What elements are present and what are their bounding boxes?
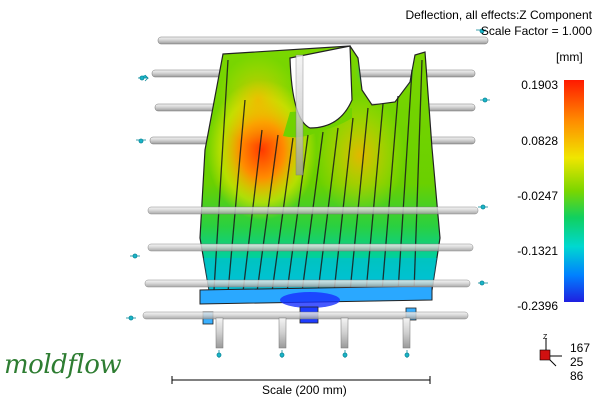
legend-tick-max: 0.1903 [521, 78, 558, 92]
moldflow-logo-icon: moldflow [4, 350, 122, 380]
triad-values: 167 25 86 [570, 341, 590, 383]
triad-value-x: 167 [570, 341, 591, 355]
scale-factor-label: Scale Factor = 1.000 [480, 24, 592, 38]
scale-bar [171, 376, 431, 384]
color-legend-bar [564, 80, 584, 302]
constraint-arrow-icon [126, 28, 490, 358]
legend-tick-2: 0.0828 [521, 134, 558, 148]
beam-elements-front [142, 54, 479, 349]
triad-value-y: 25 [570, 355, 584, 369]
scale-label: Scale (200 mm) [262, 383, 347, 397]
legend-tick-3: -0.0247 [517, 189, 558, 203]
triad-icon: Z [539, 334, 562, 367]
svg-text:Z: Z [543, 334, 548, 341]
deflection-contour-plot [199, 45, 441, 325]
triad-value-z: 86 [570, 369, 584, 383]
result-title: Deflection, all effects:Z Component [405, 8, 592, 22]
legend-unit: [mm] [556, 50, 583, 64]
legend-tick-min: -0.2396 [517, 299, 558, 313]
legend-tick-4: -0.1321 [517, 244, 558, 258]
